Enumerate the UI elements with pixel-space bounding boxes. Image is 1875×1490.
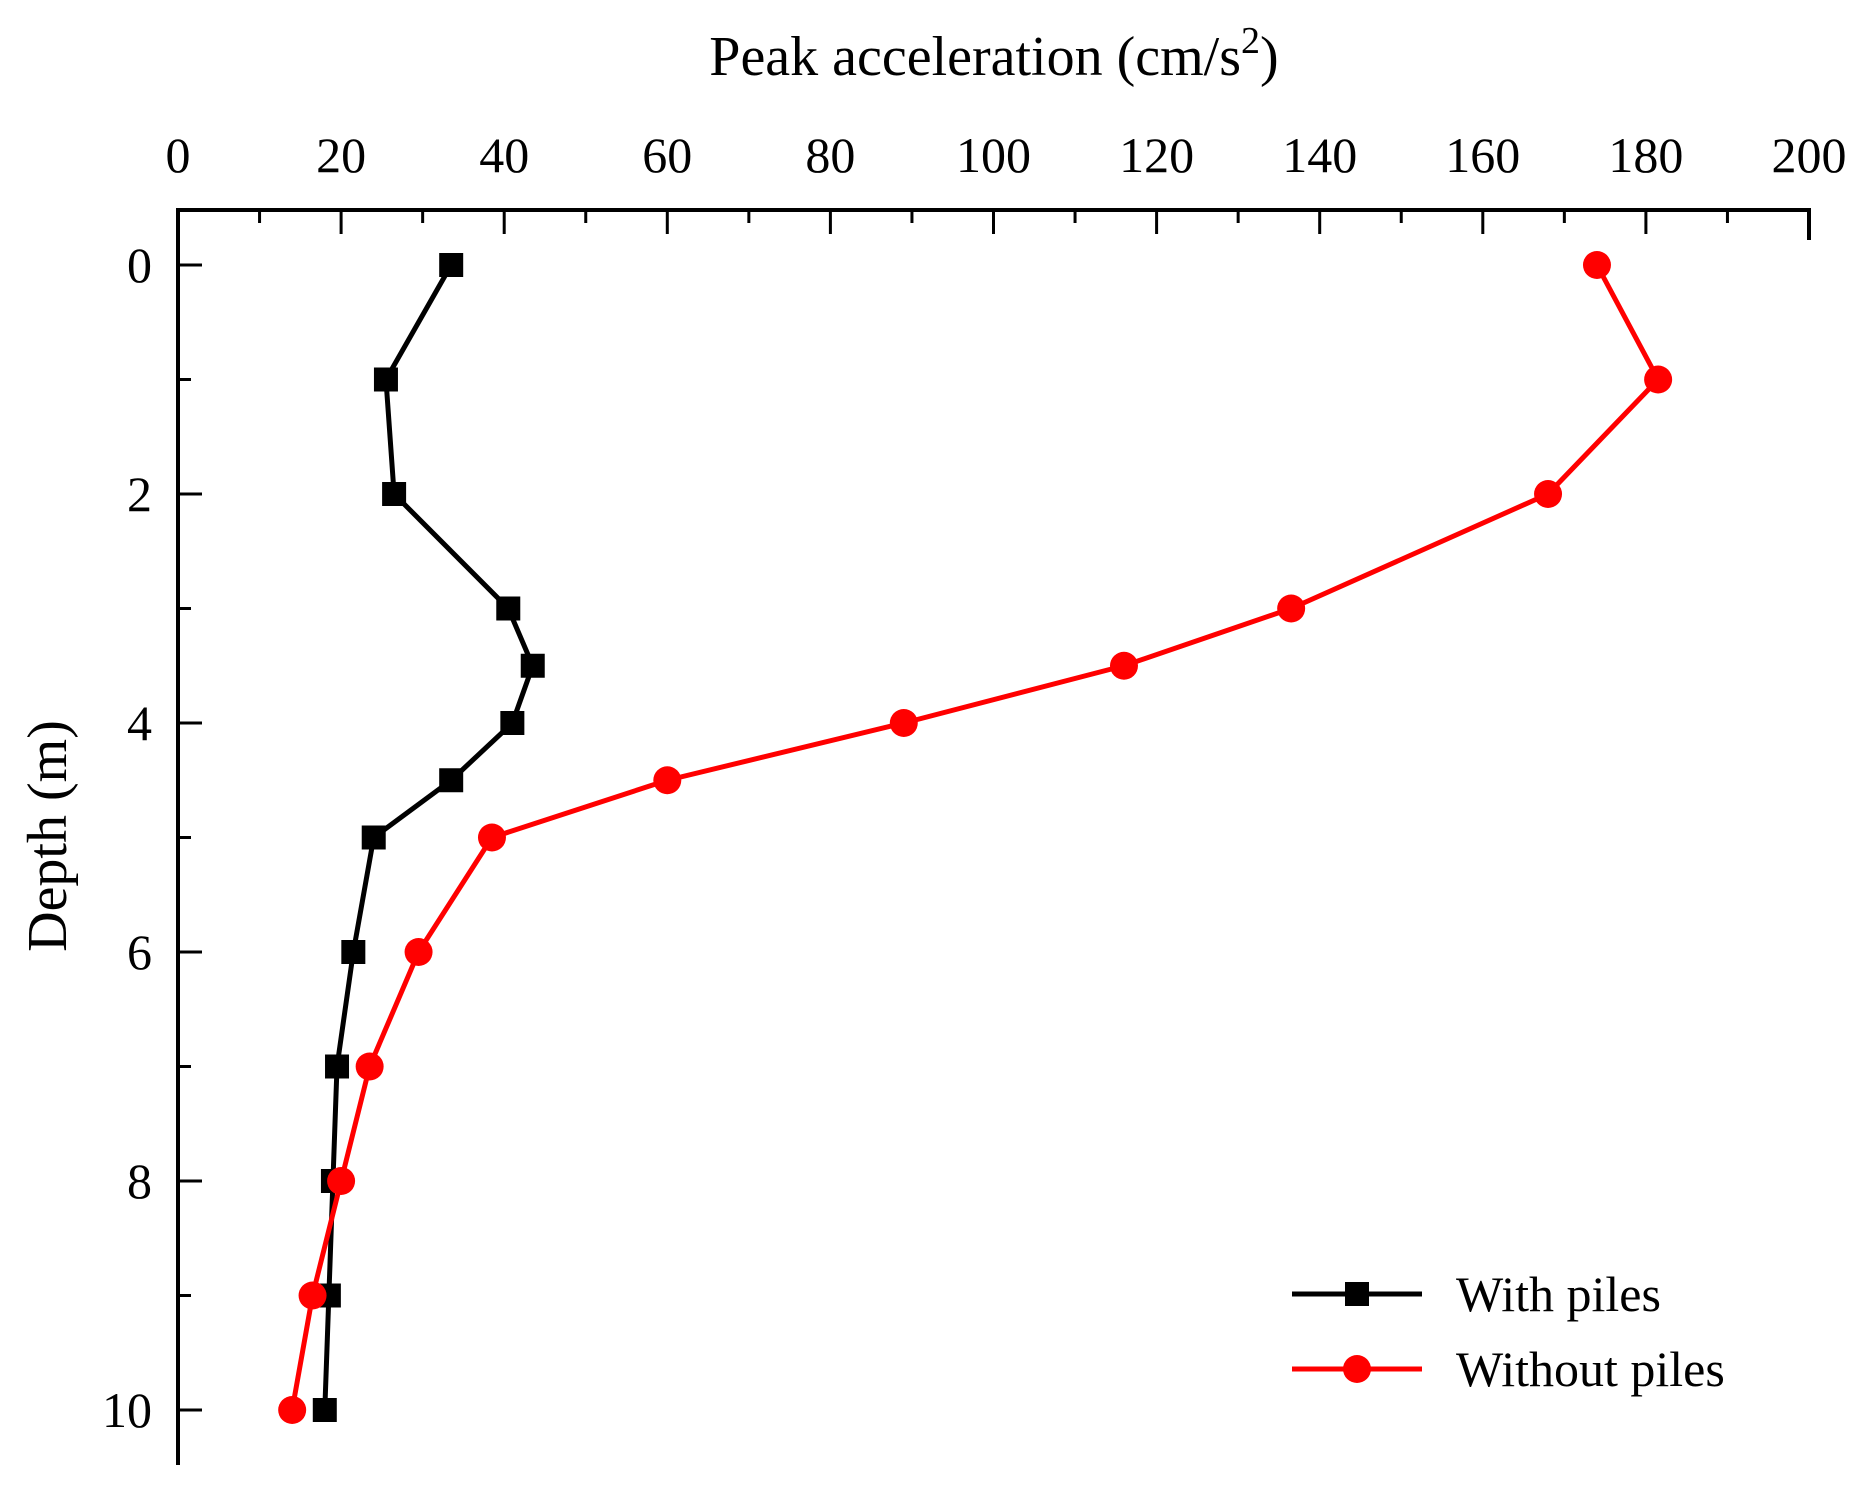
x-tick-label: 20 xyxy=(316,127,366,183)
x-axis-title: Peak acceleration (cm/s2) xyxy=(709,20,1278,88)
x-tick-label: 180 xyxy=(1608,127,1683,183)
data-point xyxy=(298,1281,327,1310)
series-layer xyxy=(278,251,1673,1424)
y-tick-label: 10 xyxy=(102,1382,152,1438)
x-tick-label: 200 xyxy=(1772,127,1847,183)
data-point xyxy=(496,596,521,621)
data-point xyxy=(1109,651,1138,680)
legend-item: With piles xyxy=(1292,1266,1661,1322)
x-tick-label: 120 xyxy=(1119,127,1194,183)
x-axis-title-close: ) xyxy=(1260,26,1279,88)
data-point xyxy=(373,367,398,392)
data-point xyxy=(889,709,918,737)
data-point xyxy=(500,711,525,735)
x-tick-label: 160 xyxy=(1445,127,1520,183)
data-point xyxy=(327,1167,356,1195)
x-tick-label: 140 xyxy=(1282,127,1357,183)
data-point xyxy=(1534,480,1563,508)
y-axis-title: Depth (m) xyxy=(17,720,79,952)
data-point xyxy=(278,1396,307,1424)
x-tick-label: 80 xyxy=(805,127,855,183)
y-tick-label: 6 xyxy=(127,924,152,980)
legend-label: Without piles xyxy=(1456,1341,1725,1397)
data-point xyxy=(1277,594,1306,623)
legend-label: With piles xyxy=(1456,1266,1661,1322)
x-axis-ticks: 0 20 40 60 80 100 120 140 160 180 200 xyxy=(166,127,1847,234)
y-tick-label: 2 xyxy=(127,466,152,522)
x-axis-title-superscript: 2 xyxy=(1241,20,1260,62)
legend: With piles Without piles xyxy=(1292,1266,1725,1397)
legend-item: Without piles xyxy=(1292,1341,1725,1397)
data-point xyxy=(477,823,506,852)
x-tick-label: 60 xyxy=(642,127,692,183)
x-axis-title-text: Peak acceleration (cm/s xyxy=(709,26,1241,88)
x-tick-label: 100 xyxy=(956,127,1031,183)
legend-marker xyxy=(1345,1282,1369,1306)
y-tick-label: 0 xyxy=(127,237,152,293)
data-point xyxy=(361,825,386,850)
data-point xyxy=(341,940,366,964)
data-point xyxy=(404,938,433,966)
data-point xyxy=(439,768,464,793)
series-with-piles xyxy=(312,253,545,1422)
y-tick-label: 8 xyxy=(127,1153,152,1209)
y-axis-ticks: 0 2 4 6 8 10 xyxy=(102,237,202,1438)
data-point xyxy=(439,253,464,277)
data-point xyxy=(355,1052,384,1081)
legend-marker xyxy=(1343,1355,1371,1383)
series-without-piles xyxy=(278,251,1673,1424)
data-point xyxy=(1644,365,1673,394)
data-point xyxy=(382,482,407,506)
data-point xyxy=(325,1054,350,1079)
data-point xyxy=(1582,251,1611,279)
x-tick-label: 0 xyxy=(166,127,191,183)
data-point xyxy=(653,766,682,795)
x-tick-label: 40 xyxy=(479,127,529,183)
data-point xyxy=(520,653,545,678)
y-tick-label: 4 xyxy=(127,695,152,751)
data-point xyxy=(312,1398,337,1422)
